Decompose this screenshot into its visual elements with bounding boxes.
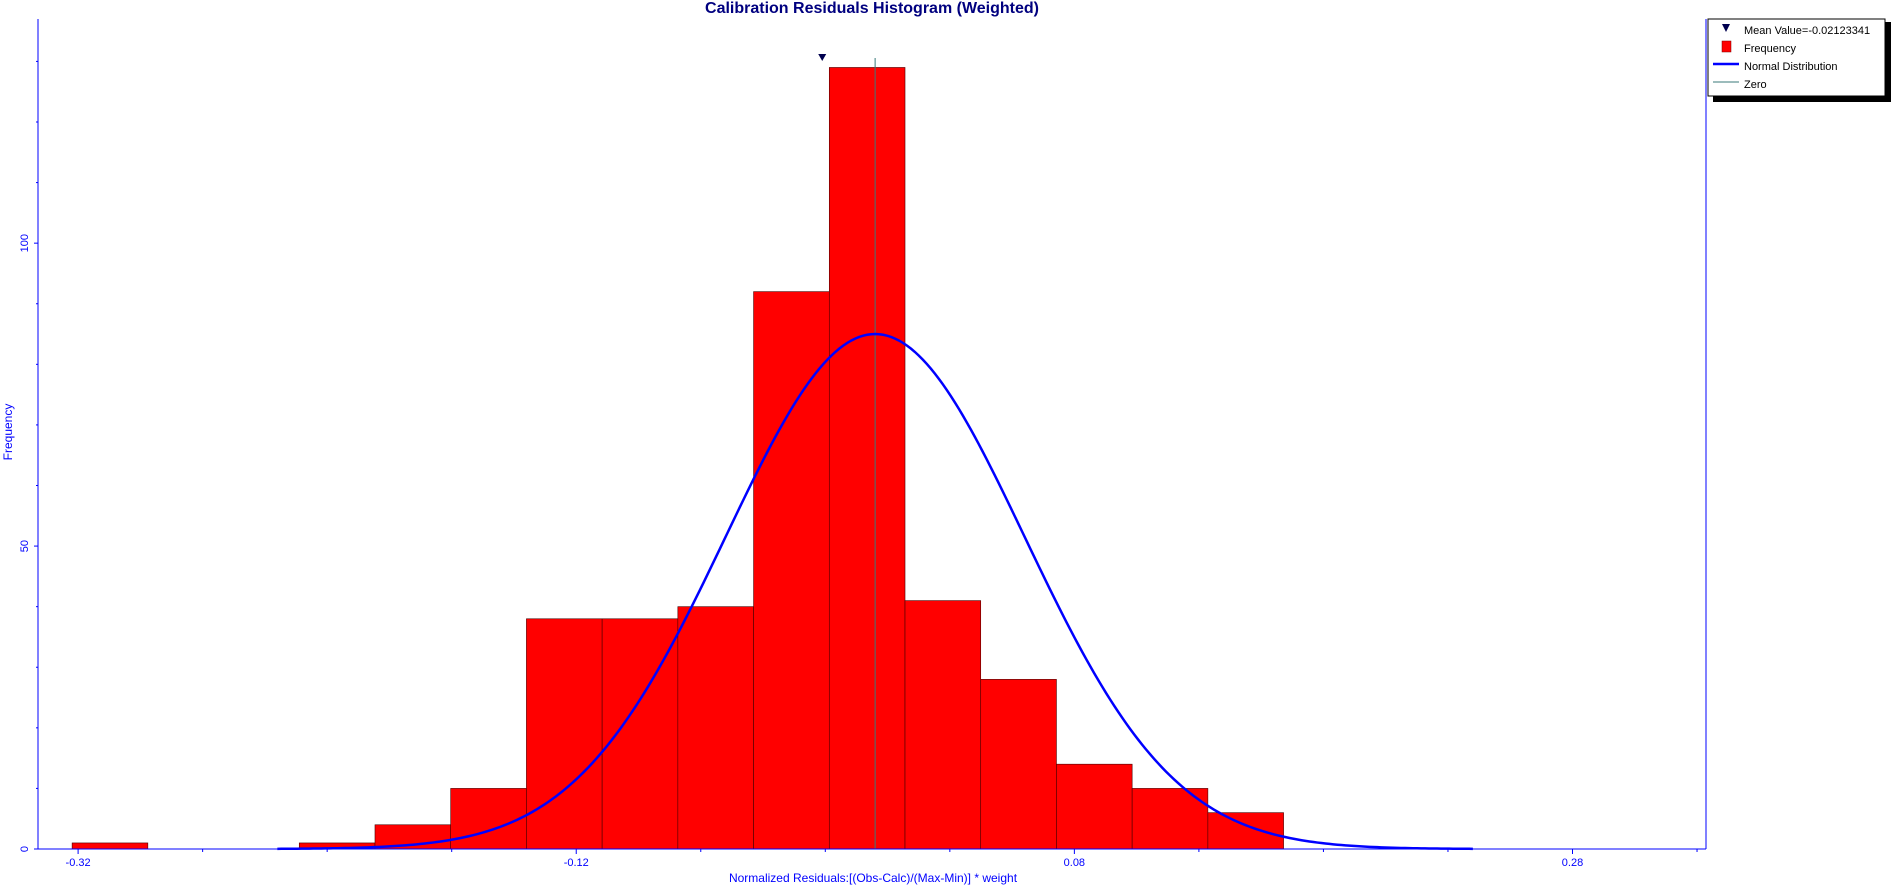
x-tick-label: -0.32	[66, 857, 91, 869]
legend: Mean Value=-0.02123341 Frequency Normal …	[1707, 18, 1891, 102]
x-axis-label: Normalized Residuals:[(Obs-Calc)/(Max-Mi…	[729, 871, 1018, 885]
histogram-bar	[904, 600, 982, 850]
x-tick-label: 0.28	[1562, 857, 1583, 869]
chart-title: Calibration Residuals Histogram (Weighte…	[705, 0, 1039, 17]
histogram-bar	[1056, 763, 1133, 850]
histogram-bar	[1207, 812, 1284, 850]
legend-label-frequency: Frequency	[1744, 43, 1796, 55]
histogram-bar	[828, 67, 906, 850]
y-axis-label: Frequency	[1, 404, 15, 461]
x-tick-label: 0.08	[1064, 857, 1085, 869]
histogram-bar	[71, 842, 149, 850]
bars-layer	[71, 67, 1284, 850]
x-axis-ticks: -0.32 -0.12 0.08 0.28	[66, 849, 1698, 869]
legend-label-normal: Normal Distribution	[1744, 61, 1838, 73]
y-axis-ticks: 0 50 100	[19, 60, 38, 852]
legend-label-mean: Mean Value=-0.02123341	[1744, 25, 1870, 37]
histogram-bar	[450, 788, 527, 850]
y-tick-label: 0	[19, 846, 31, 852]
histogram-bar	[677, 606, 754, 850]
triangle-down-icon	[1722, 24, 1730, 32]
x-tick-label: -0.12	[564, 857, 589, 869]
histogram-bar	[526, 618, 603, 850]
normal-distribution-curve	[277, 332, 1473, 851]
legend-box	[1707, 18, 1886, 97]
y-tick-label: 100	[19, 234, 31, 252]
mean-value-marker	[818, 54, 827, 61]
red-square-icon	[1721, 40, 1732, 53]
histogram-bar	[980, 679, 1057, 850]
plot-area: 0 50 100 -0.32 -0.12 0.08 0.28	[19, 19, 1707, 869]
y-tick-label: 50	[19, 540, 31, 552]
histogram-bar	[753, 291, 830, 850]
legend-label-zero: Zero	[1744, 79, 1767, 91]
